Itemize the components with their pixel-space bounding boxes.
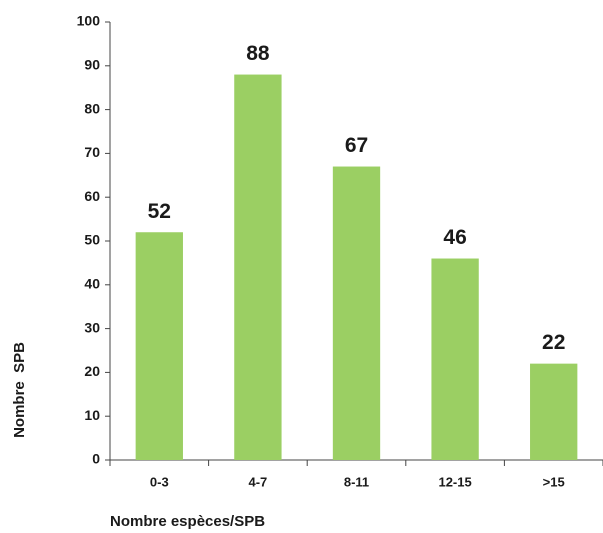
y-tick-label: 30	[84, 319, 100, 335]
x-tick-label: 8-11	[344, 474, 369, 489]
bar	[332, 166, 381, 461]
y-tick-label: 80	[84, 100, 100, 116]
y-tick-label: 90	[84, 57, 100, 73]
x-tick-label: 12-15	[438, 474, 471, 489]
y-tick-label: 60	[84, 188, 100, 204]
y-axis-label: Nombre SPB	[11, 342, 28, 438]
y-tick-label: 40	[84, 276, 100, 292]
y-tick-label: 100	[77, 13, 101, 29]
value-label: 67	[345, 134, 368, 157]
bar	[234, 74, 282, 460]
value-label: 46	[443, 226, 466, 249]
y-tick-label: 0	[92, 451, 100, 467]
x-tick-label: >15	[543, 474, 565, 489]
value-label: 52	[148, 200, 171, 223]
bar	[431, 258, 479, 460]
y-tick-label: 20	[84, 363, 100, 379]
bar	[530, 363, 578, 460]
bar	[135, 232, 183, 460]
value-label: 88	[246, 42, 270, 65]
x-tick-label: 0-3	[150, 474, 169, 489]
y-tick-label: 70	[84, 144, 100, 160]
x-axis-label: Nombre espèces/SPB	[110, 513, 265, 530]
y-tick-label: 10	[84, 407, 100, 423]
x-tick-label: 4-7	[249, 474, 268, 489]
value-label: 22	[542, 331, 565, 354]
y-tick-label: 50	[84, 232, 100, 248]
